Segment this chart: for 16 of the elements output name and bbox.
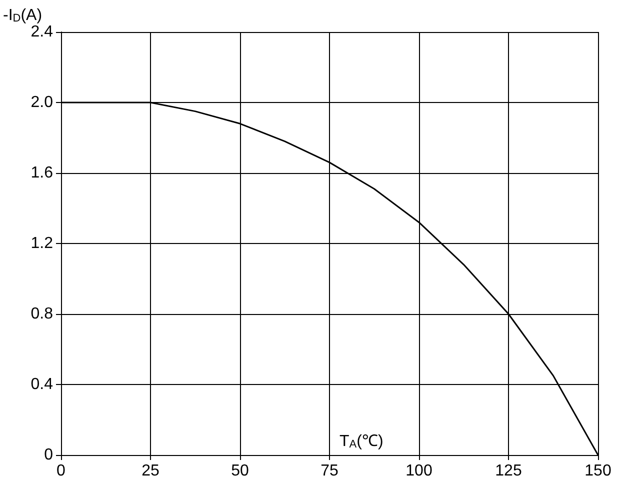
- x-tick-label: 0: [56, 462, 66, 480]
- y-tick-label: 1.2: [30, 235, 54, 252]
- x-tick-label: 25: [142, 462, 160, 480]
- y-tick-label: 2.4: [30, 24, 54, 40]
- x-tick-label: 75: [320, 462, 338, 480]
- y-tick-label: 0.8: [30, 306, 54, 322]
- y-tick-label: 2.0: [30, 94, 54, 111]
- x-tick-label: 125: [495, 462, 522, 480]
- y-tick-label: 0: [44, 446, 54, 464]
- x-tick-label: 100: [406, 462, 432, 480]
- x-tick-label: 50: [231, 462, 249, 480]
- x-axis-title: TA(℃): [340, 433, 384, 450]
- x-tick-label: 150: [584, 462, 612, 480]
- y-tick-label: 1.6: [30, 164, 54, 182]
- y-tick-label: 0.4: [30, 376, 54, 393]
- y-axis-title: -ID(A): [3, 7, 42, 25]
